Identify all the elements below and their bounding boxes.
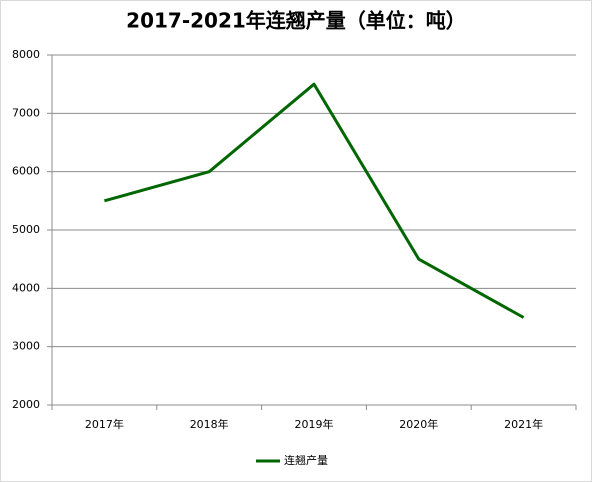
y-tick-label: 5000	[12, 223, 40, 236]
x-tick-label: 2018年	[190, 417, 229, 431]
y-tick-label: 8000	[12, 48, 40, 61]
y-tick-label: 2000	[12, 398, 40, 411]
y-tick-label: 6000	[12, 165, 40, 178]
y-tick-label: 4000	[12, 281, 40, 294]
y-tick-label: 7000	[12, 106, 40, 119]
x-tick-label: 2017年	[85, 417, 124, 431]
x-tick-label: 2021年	[504, 417, 543, 431]
legend-label: 连翘产量	[284, 453, 328, 467]
x-tick-label: 2020年	[399, 417, 438, 431]
chart-title: 2017-2021年连翘产量（单位：吨）	[126, 9, 466, 33]
x-tick-label: 2019年	[295, 417, 334, 431]
y-tick-label: 3000	[12, 340, 40, 353]
data-line	[103, 82, 525, 319]
